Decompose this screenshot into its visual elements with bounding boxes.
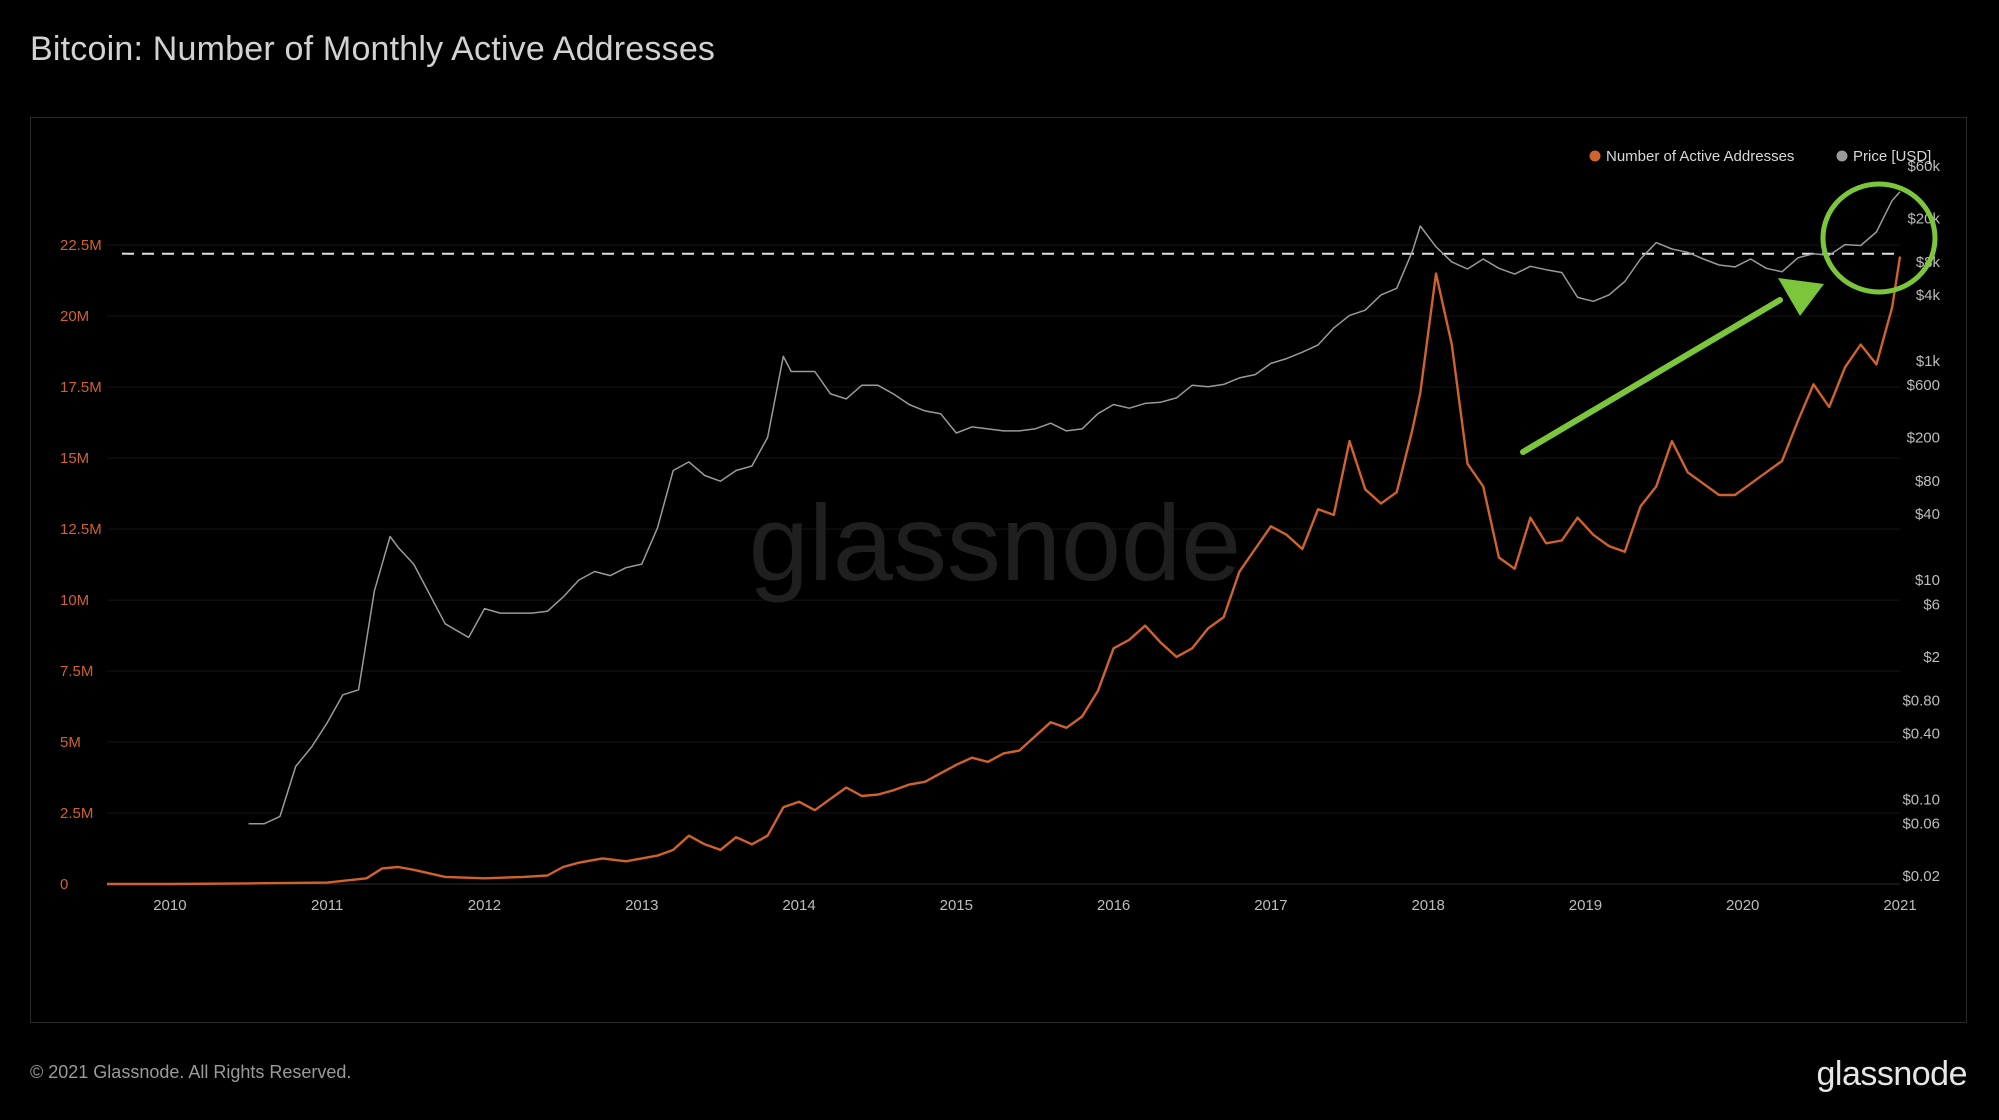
- right-tick-label: $60k: [1907, 158, 1940, 175]
- left-tick-label: 22.5M: [60, 237, 102, 254]
- left-tick-label: 20M: [60, 308, 89, 325]
- right-tick-label: $0.40: [1902, 725, 1940, 742]
- watermark-text: glassnode: [749, 482, 1241, 603]
- right-tick-label: $0.06: [1902, 816, 1940, 833]
- x-tick-label: 2012: [468, 897, 501, 914]
- annotation: [1520, 181, 1938, 455]
- left-tick-label: 15M: [60, 450, 89, 467]
- brand-logo-text: glassnode: [1816, 1055, 1967, 1093]
- left-tick-label: 7.5M: [60, 663, 93, 680]
- right-axis: $0.02 $0.06 $0.10 $0.40 $0.80 $2 $6 $10 $40 $80 $2…: [1902, 158, 1940, 885]
- x-tick-label: 2017: [1254, 897, 1287, 914]
- left-tick-label: 0: [60, 876, 68, 893]
- legend-swatch: [1836, 150, 1848, 162]
- right-tick-label: $0.10: [1902, 791, 1940, 808]
- right-tick-label: $2: [1923, 649, 1940, 666]
- left-tick-label: 17.5M: [60, 379, 102, 396]
- annotation-arrow-head: [1778, 278, 1824, 316]
- series-group: [107, 191, 1902, 886]
- left-tick-label: 2.5M: [60, 805, 93, 822]
- x-tick-label: 2019: [1569, 897, 1602, 914]
- right-tick-label: $1k: [1916, 353, 1941, 370]
- annotation-circle: [1820, 181, 1938, 295]
- x-axis: 2010 2011 2012 2013 2014 2015 2016 2017 2018 2019…: [153, 897, 1916, 914]
- grid-lines: [107, 244, 1900, 885]
- x-tick-label: 2015: [940, 897, 973, 914]
- left-tick-label: 12.5M: [60, 521, 102, 538]
- legend-swatch: [1589, 150, 1601, 162]
- x-tick-label: 2013: [625, 897, 658, 914]
- right-tick-label: $4k: [1916, 287, 1941, 304]
- annotation-arrow-shaft: [1520, 297, 1783, 455]
- legend-label: Price [USD]: [1853, 148, 1931, 165]
- x-tick-label: 2020: [1726, 897, 1759, 914]
- right-tick-label: $6: [1923, 596, 1940, 613]
- x-tick-label: 2011: [311, 897, 343, 914]
- left-axis: 0 2.5M 5M 7.5M 10M 12.5M 15M 17.5M 20M 22.5M: [60, 237, 102, 893]
- x-tick-label: 2014: [782, 897, 815, 914]
- page-title: Bitcoin: Number of Monthly Active Addres…: [30, 30, 716, 68]
- right-tick-label: $200: [1907, 430, 1940, 447]
- right-tick-label: $40: [1915, 506, 1940, 523]
- x-tick-label: 2016: [1097, 897, 1130, 914]
- x-tick-label: 2021: [1883, 897, 1916, 914]
- legend-label: Number of Active Addresses: [1606, 148, 1794, 165]
- right-tick-label: $0.80: [1902, 692, 1940, 709]
- right-tick-label: $0.02: [1902, 868, 1940, 885]
- x-tick-label: 2010: [153, 897, 186, 914]
- legend: Number of Active Addresses Price [USD]: [1589, 148, 1931, 165]
- copyright-text: © 2021 Glassnode. All Rights Reserved.: [30, 1062, 352, 1082]
- right-tick-label: $600: [1907, 377, 1940, 394]
- right-tick-label: $10: [1915, 572, 1940, 589]
- chart-frame: [30, 117, 1967, 1023]
- left-tick-label: 10M: [60, 592, 89, 609]
- left-tick-label: 5M: [60, 734, 81, 751]
- x-tick-label: 2018: [1411, 897, 1444, 914]
- active-addresses-series-line: [107, 256, 1902, 886]
- price-series-line: [248, 191, 1901, 825]
- right-tick-label: $80: [1915, 473, 1940, 490]
